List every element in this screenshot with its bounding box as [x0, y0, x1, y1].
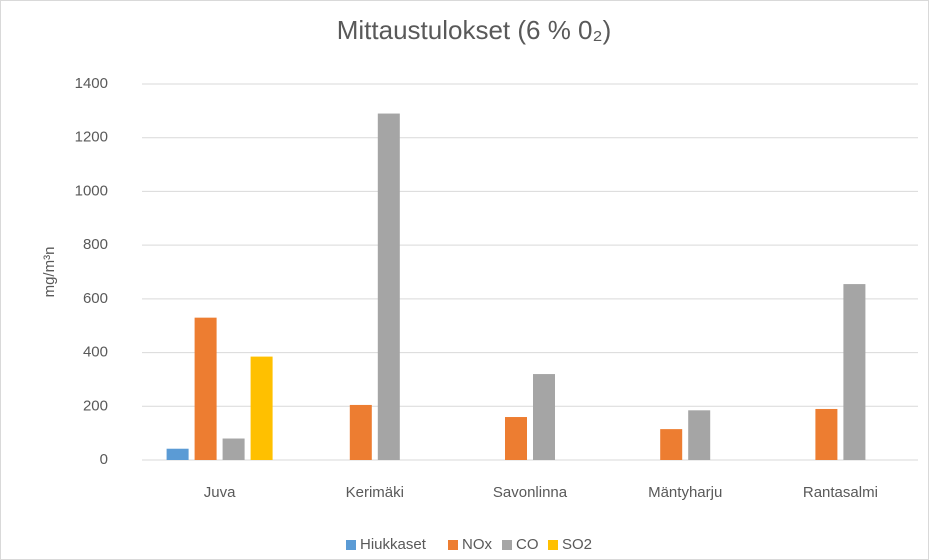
legend-swatch: [346, 540, 356, 550]
bar: [660, 429, 683, 460]
legend-label: Hiukkaset: [360, 536, 427, 553]
chart-title: Mittaustulokset (6 % 0₂): [337, 15, 612, 45]
y-tick-label: 1400: [75, 75, 108, 92]
x-tick-label: Rantasalmi: [803, 484, 878, 501]
y-axis-label: mg/m³n: [41, 247, 58, 298]
y-tick-label: 1200: [75, 129, 108, 146]
bar: [688, 410, 711, 460]
y-tick-label: 200: [83, 397, 108, 414]
y-tick-label: 400: [83, 344, 108, 361]
x-tick-label: Juva: [204, 484, 236, 501]
bar: [349, 404, 372, 460]
legend-swatch: [502, 540, 512, 550]
legend-swatch: [448, 540, 458, 550]
bar: [377, 113, 400, 461]
bar: [194, 317, 217, 460]
legend-label: NOx: [462, 536, 493, 553]
x-tick-label: Savonlinna: [493, 484, 568, 501]
x-tick-label: Mäntyharju: [648, 484, 722, 501]
legend-label: SO2: [562, 536, 592, 553]
bar: [533, 374, 555, 460]
y-tick-label: 0: [100, 451, 108, 468]
y-tick-label: 1000: [75, 182, 108, 199]
bar: [815, 408, 838, 460]
bar: [222, 438, 245, 460]
legend-swatch: [548, 540, 558, 550]
bar: [166, 448, 189, 460]
x-tick-label: Kerimäki: [346, 484, 404, 501]
legend-label: CO: [516, 536, 539, 553]
bar: [843, 284, 866, 460]
y-tick-label: 600: [83, 290, 108, 307]
bar: [250, 356, 273, 460]
bar: [505, 417, 527, 460]
y-tick-label: 800: [83, 236, 108, 253]
